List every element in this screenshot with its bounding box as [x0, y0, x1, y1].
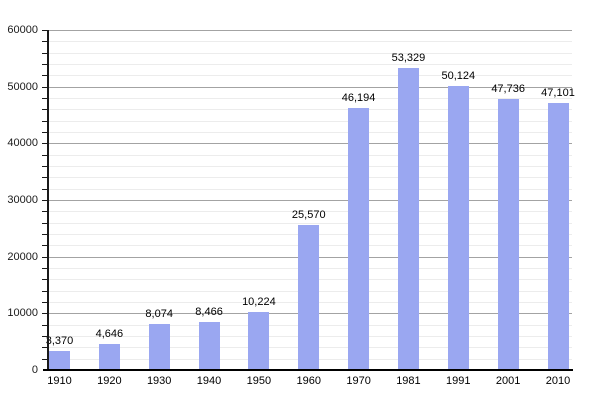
- bar: [248, 312, 270, 370]
- bar: [198, 322, 220, 370]
- y-tick-label: 20000: [7, 250, 38, 263]
- bar-value-label: 10,224: [242, 296, 276, 309]
- minor-gridline: [48, 41, 572, 42]
- y-axis-tick: [42, 166, 48, 167]
- minor-gridline: [48, 121, 572, 122]
- bar: [298, 225, 320, 370]
- y-axis-tick: [42, 200, 48, 201]
- bar-value-label: 50,124: [441, 69, 476, 82]
- x-tick-label: 1991: [446, 375, 471, 387]
- minor-gridline: [48, 98, 572, 99]
- bar-value-label: 46,194: [341, 92, 376, 105]
- y-axis-tick: [42, 234, 48, 235]
- minor-gridline: [48, 53, 572, 54]
- y-axis-tick: [42, 313, 48, 314]
- y-axis-tick: [42, 30, 48, 31]
- y-tick-label: 10000: [7, 307, 38, 320]
- minor-gridline: [48, 166, 572, 167]
- x-tick-label: 1950: [246, 375, 272, 387]
- plot-area: 3,370 4,646 8,074 8,466 10,224 25,570 46,194 53…: [46, 30, 575, 370]
- bar-value-label: 47,101: [541, 87, 575, 100]
- y-axis-tick: [42, 121, 48, 122]
- bar: [49, 350, 70, 370]
- y-axis-tick: [42, 87, 48, 88]
- y-axis-tick: [42, 268, 48, 269]
- bar: [148, 324, 170, 370]
- major-gridline: [48, 143, 572, 144]
- minor-gridline: [48, 223, 572, 224]
- y-axis-tick: [42, 189, 48, 190]
- x-tick-label: 1920: [97, 375, 122, 387]
- x-tick-label: 1960: [296, 375, 321, 387]
- bar-value-label: 3,370: [45, 334, 74, 347]
- y-axis-tick: [42, 109, 48, 110]
- y-axis-tick: [42, 177, 48, 178]
- y-tick-label: 40000: [7, 137, 38, 150]
- y-axis-tick: [42, 279, 48, 280]
- x-tick-label: 1940: [196, 375, 222, 387]
- bar: [397, 67, 419, 370]
- bar: [98, 343, 120, 370]
- y-axis-tick: [42, 325, 48, 326]
- bar: [497, 99, 519, 370]
- x-tick-label: 1981: [396, 375, 421, 387]
- bar: [547, 103, 569, 370]
- y-axis-tick: [42, 245, 48, 246]
- y-axis-tick: [42, 211, 48, 212]
- x-axis-line: [43, 369, 573, 371]
- minor-gridline: [48, 64, 572, 65]
- y-axis-line: [47, 30, 49, 371]
- y-axis-tick: [42, 223, 48, 224]
- bar: [447, 85, 469, 370]
- y-tick-label: 50000: [7, 80, 38, 93]
- bar-value-label: 4,646: [95, 327, 124, 340]
- y-tick-label: 60000: [7, 24, 38, 36]
- y-axis-tick: [42, 143, 48, 144]
- minor-gridline: [48, 189, 572, 190]
- y-axis-tick: [42, 53, 48, 54]
- y-axis-tick: [42, 347, 48, 348]
- x-tick-label: 2001: [495, 375, 521, 387]
- bar: [348, 108, 370, 370]
- y-axis-tick: [42, 98, 48, 99]
- y-axis-tick: [42, 336, 48, 337]
- y-tick-label: 0: [31, 364, 38, 376]
- y-axis-tick: [42, 155, 48, 156]
- y-axis-tick: [42, 359, 48, 360]
- y-axis-tick: [42, 291, 48, 292]
- minor-gridline: [48, 155, 572, 156]
- bar-value-label: 8,074: [145, 308, 173, 321]
- y-axis-tick: [42, 302, 48, 303]
- minor-gridline: [48, 177, 572, 178]
- bar-value-label: 53,329: [391, 51, 426, 64]
- minor-gridline: [48, 132, 572, 133]
- y-axis-tick: [42, 132, 48, 133]
- bar-value-label: 47,736: [491, 83, 525, 96]
- x-tick-label: 1970: [346, 375, 371, 387]
- major-gridline: [48, 30, 572, 31]
- x-tick-label: 1930: [146, 375, 172, 387]
- minor-gridline: [48, 109, 572, 110]
- bar-value-label: 25,570: [291, 209, 326, 222]
- y-tick-label: 30000: [7, 194, 38, 206]
- x-tick-label: 2010: [545, 375, 571, 387]
- bar-value-label: 8,466: [195, 306, 223, 319]
- y-axis-tick: [42, 41, 48, 42]
- major-gridline: [48, 200, 572, 201]
- y-axis-tick: [42, 257, 48, 258]
- x-tick-label: 1910: [47, 375, 72, 387]
- y-axis-tick: [42, 64, 48, 65]
- y-axis-tick: [42, 75, 48, 76]
